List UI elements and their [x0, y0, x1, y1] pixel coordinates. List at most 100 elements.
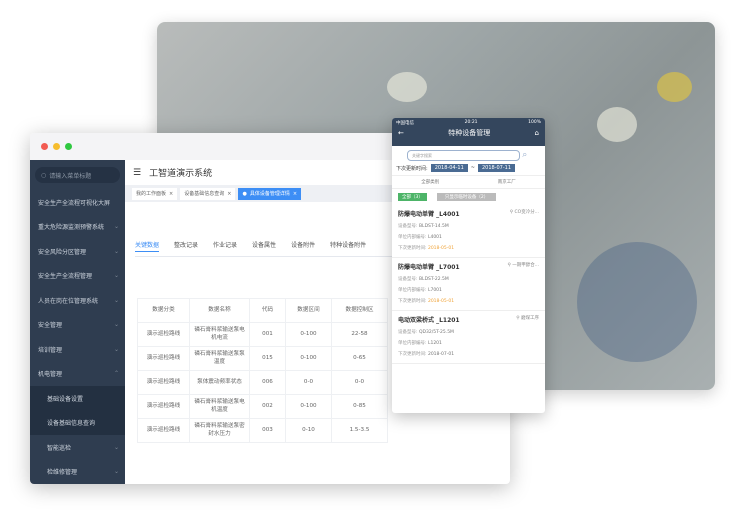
sidebar-item-label: 培训管理 [38, 346, 63, 354]
sidebar-item-label: 机电管理 [38, 371, 63, 379]
table-cell: 泵体震动频率状态 [189, 370, 250, 395]
table-cell: 0-100 [285, 346, 332, 371]
dot-icon: ● [242, 190, 247, 197]
sidebar-item[interactable]: 安全生产全流程可视化大屏 [30, 190, 125, 215]
data-table: 数据分类 数据名称 代码 数据区间 数据控制区 演示巡检路线 磷石膏料浆输送泵电机电流 001… [137, 298, 388, 443]
label: 单位内部编号: [398, 235, 427, 240]
sidebar-item-label: 重大危险源监测预警系统 [38, 224, 105, 232]
sidebar-item[interactable]: 安全风险分区管理 ⌄ [30, 239, 125, 264]
table-cell: 演示巡检路线 [137, 394, 190, 419]
item-location: CO变冷分... [514, 210, 539, 215]
chevron-icon: ⌄ [113, 443, 119, 451]
column-header: 代码 [249, 298, 286, 323]
sidebar-item-label: 安全生产全流程可视化大屏 [38, 199, 111, 207]
table-cell: 1.5-3.5 [331, 418, 388, 443]
sidebar-item[interactable]: 基础设备设置 [30, 386, 125, 411]
table-row[interactable]: 演示巡检路线 泵体震动频率状态 006 0-0 0-0 [137, 370, 388, 395]
column-header: 数据区间 [285, 298, 332, 323]
table-row[interactable]: 演示巡检路线 磷石膏料浆输送泵电机温度 002 0-100 0-85 [137, 394, 388, 419]
equipment-list: 防爆电动单臂 _L4001 ⚲ CO变冷分... 设备型号: BLDST-14.5… [392, 205, 545, 364]
table-row[interactable]: 演示巡检路线 磷石膏料浆输送泵电机电流 001 0-100 22-58 [137, 322, 388, 347]
table-cell: 0-10 [285, 418, 332, 443]
table-cell: 015 [249, 346, 286, 371]
hamburger-icon[interactable]: ☰ [133, 167, 142, 178]
sidebar-item-label: 安全生产全流程管理 [38, 273, 93, 281]
tab-label: 我的工作面板 [136, 191, 167, 197]
page-tab[interactable]: 设备附件 [291, 242, 316, 249]
sidebar-item-label: 检维修管理 [47, 469, 78, 477]
search-icon[interactable]: ⌕ [522, 150, 528, 160]
chevron-icon: ⌄ [113, 247, 119, 255]
sidebar-item[interactable]: 安全管理 ⌄ [30, 313, 125, 338]
chevron-icon: ⌄ [113, 296, 119, 304]
page-tab[interactable]: 作业记录 [213, 242, 238, 249]
item-next-date: 2018-07-01 [427, 352, 455, 357]
label: 设备型号: [398, 224, 418, 229]
item-title: 防爆电动单臂 _L4001 [398, 211, 460, 218]
page-tab[interactable]: 特种设备附件 [330, 242, 367, 249]
table-cell: 0-100 [285, 394, 332, 419]
table-row[interactable]: 演示巡检路线 磷石膏料浆输送泵泵温度 015 0-100 0-65 [137, 346, 388, 371]
page-tab[interactable]: 整改记录 [174, 242, 199, 249]
page-tab[interactable]: 设备属性 [252, 242, 277, 249]
minimize-dot[interactable] [53, 143, 60, 150]
mobile-search-input[interactable]: 关键字搜索 [407, 150, 520, 161]
sidebar-item[interactable]: 机电管理 ⌃ [30, 362, 125, 387]
close-icon[interactable]: × [292, 190, 298, 197]
table-cell: 006 [249, 370, 286, 395]
home-icon[interactable]: ⌂ [534, 129, 539, 137]
close-icon[interactable]: × [227, 190, 232, 197]
maximize-dot[interactable] [65, 143, 72, 150]
sidebar-item[interactable]: 设备基础信息查询 [30, 410, 125, 435]
chevron-icon: ⌄ [113, 272, 119, 280]
menu-search-input[interactable]: ○ 请输入菜单标题 [35, 167, 120, 183]
label: 设备型号: [398, 330, 418, 335]
close-icon[interactable]: × [169, 190, 174, 197]
item-title: 防爆电动单臂 _L7001 [398, 264, 460, 271]
chevron-icon: ⌄ [113, 321, 119, 329]
main-area: ☰ 工智道演示系统 我的工作面板 × 设备基础信息查询 × ● 具体设备管理详情 × 关键数据… [125, 160, 510, 484]
close-dot[interactable] [41, 143, 48, 150]
date-to[interactable]: 2018-07-11 [477, 164, 516, 172]
type-select[interactable]: 全部类别 [421, 180, 440, 185]
back-arrow-icon[interactable]: ← [398, 129, 404, 137]
list-item[interactable]: 电动双梁桥式 _L1201 ⚲ 磨煤工序 设备型号: QD32/5T-25.5M … [392, 311, 545, 364]
sidebar-item[interactable]: 安全生产全流程管理 ⌄ [30, 264, 125, 289]
chevron-icon: ⌃ [113, 370, 119, 378]
list-item[interactable]: 防爆电动单臂 _L7001 ⚲ 一期甲醇合... 设备型号: BLDST-22.5… [392, 258, 545, 311]
item-code: L7001 [427, 288, 442, 293]
column-header: 数据控制区 [331, 298, 388, 323]
page-tab[interactable]: 关键数据 [135, 240, 160, 252]
table-cell: 演示巡检路线 [137, 418, 190, 443]
filter-all[interactable]: 全部（3） [398, 193, 427, 201]
sidebar-item[interactable]: 人员在岗在位管理系统 ⌄ [30, 288, 125, 313]
sidebar-item[interactable]: 检维修管理 ⌄ [30, 460, 125, 485]
item-location: 一期甲醇合... [512, 263, 539, 268]
open-tab[interactable]: 我的工作面板 × [132, 187, 178, 200]
label: 单位内部编号: [398, 341, 427, 346]
table-row[interactable]: 演示巡检路线 磷石膏料浆输送泵密封水压力 003 0-10 1.5-3.5 [137, 418, 388, 443]
open-tab[interactable]: 设备基础信息查询 × [180, 187, 236, 200]
table-cell: 003 [249, 418, 286, 443]
status-bar: 中国电信 20:21 100% [392, 118, 545, 126]
filter-temp[interactable]: 只显示临时设备（2） [436, 193, 497, 201]
table-cell: 0-0 [331, 370, 388, 395]
carrier: 中国电信 [396, 121, 414, 126]
sidebar-item[interactable]: 培训管理 ⌄ [30, 337, 125, 362]
search-icon: ○ [41, 171, 47, 179]
label: 下次更新时间: [398, 299, 427, 304]
table-cell: 磷石膏料浆输送泵电机电流 [189, 322, 250, 347]
location-pin-icon: ⚲ [509, 210, 514, 215]
mobile-title: 特种设备管理 [448, 129, 491, 137]
item-code: L1201 [427, 341, 442, 346]
date-from[interactable]: 2018-04-11 [430, 164, 468, 172]
sidebar-item[interactable]: 重大危险源监测预警系统 ⌄ [30, 215, 125, 240]
item-next-date: 2018-05-01 [427, 246, 455, 251]
label: 下次更新时间: [398, 352, 427, 357]
item-model: BLDST-14.5M [418, 224, 449, 229]
list-item[interactable]: 防爆电动单臂 _L4001 ⚲ CO变冷分... 设备型号: BLDST-14.5… [392, 205, 545, 258]
open-tab[interactable]: ● 具体设备管理详情 × [238, 187, 302, 200]
factory-select[interactable]: 南京工厂 [497, 180, 516, 185]
sidebar-item[interactable]: 智能巡检 ⌄ [30, 435, 125, 460]
app-title: 工智道演示系统 [149, 169, 213, 179]
